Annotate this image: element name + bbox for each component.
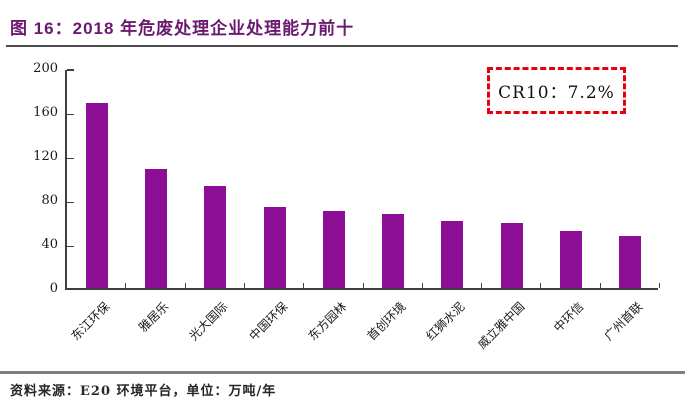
x-axis-tick [421, 283, 423, 288]
bar-光大国际 [204, 185, 227, 288]
y-axis-tick-label: 160 [33, 105, 58, 120]
cr10-annotation-box: CR10：7.2% [487, 67, 626, 114]
bar-东方园林 [322, 211, 345, 288]
title-divider [6, 45, 678, 47]
bar-chart: CR10：7.2% 0 40 80 120 160 200 东江环保 雅居乐 光大国际 中国环保东… [0, 58, 685, 368]
cr10-annotation-label: CR10：7.2% [498, 83, 615, 103]
bar-东江环保 [85, 103, 108, 288]
plot-area [65, 69, 660, 290]
bar-威立雅中国 [500, 223, 523, 288]
y-axis-tick [67, 114, 74, 115]
x-axis-tick [243, 283, 245, 288]
bar-广州首联 [619, 236, 642, 288]
y-axis-tick-label: 120 [33, 149, 58, 164]
y-axis-cap [67, 69, 74, 71]
bar-雅居乐 [144, 169, 167, 288]
bar-首创环境 [382, 214, 405, 288]
bar-中国环保 [263, 206, 286, 288]
y-axis-tick [67, 246, 74, 247]
source-note: 资料来源：E20 环境平台，单位：万吨/年 [10, 384, 277, 399]
bar-中环信 [560, 230, 583, 288]
y-axis-tick-label: 200 [33, 61, 58, 76]
x-axis-tick [362, 283, 364, 288]
bar-红狮水泥 [441, 220, 464, 288]
x-axis-tick [481, 283, 483, 288]
x-axis-tick [184, 283, 186, 288]
x-axis-tick [599, 283, 601, 288]
y-axis-tick-label: 80 [41, 193, 58, 208]
y-axis-tick-label: 40 [41, 237, 58, 252]
x-axis-tick [303, 283, 305, 288]
y-axis-tick [67, 158, 74, 159]
footer-divider [0, 371, 685, 374]
y-axis-tick [67, 202, 74, 203]
figure-title: 图 16：2018 年危废处理企业处理能力前十 [10, 19, 355, 38]
x-axis-tick [659, 283, 660, 288]
y-axis-tick-label: 0 [49, 281, 58, 296]
x-axis-tick [540, 283, 542, 288]
x-axis-tick [125, 283, 127, 288]
